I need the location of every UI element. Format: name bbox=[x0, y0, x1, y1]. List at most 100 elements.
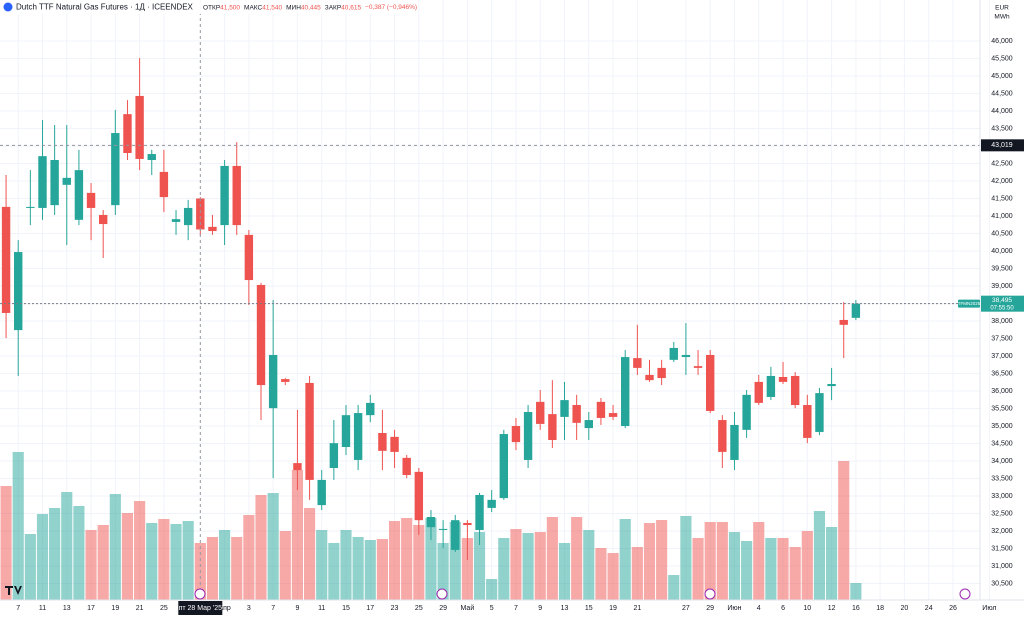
candle-body bbox=[341, 415, 351, 448]
candle-body bbox=[511, 426, 521, 443]
volume-bar bbox=[97, 525, 109, 600]
event-icon[interactable] bbox=[704, 588, 716, 600]
x-tick-label: 29 bbox=[439, 605, 447, 612]
candle-body bbox=[487, 499, 496, 508]
candle-body bbox=[183, 207, 193, 226]
y-tick-label: 37,500 bbox=[991, 335, 1013, 342]
candle-body bbox=[378, 433, 387, 451]
x-tick-label: 23 bbox=[391, 605, 399, 612]
volume-bar bbox=[437, 543, 449, 600]
candle-body bbox=[693, 366, 703, 368]
candle-body bbox=[742, 394, 751, 430]
candle-body bbox=[730, 424, 739, 460]
volume-bar bbox=[571, 517, 583, 600]
candle-body bbox=[657, 367, 666, 379]
y-tick-label: 44,500 bbox=[991, 90, 1013, 97]
volume-bar bbox=[304, 508, 316, 600]
candle-body bbox=[718, 420, 727, 452]
candle-body bbox=[681, 354, 691, 358]
x-tick-label: 6 bbox=[781, 605, 785, 612]
candle-body bbox=[560, 400, 569, 417]
x-tick-label: 4 bbox=[757, 605, 761, 612]
unit: MWh bbox=[994, 14, 1010, 21]
volume-bar bbox=[765, 538, 777, 600]
y-tick-label: 35,000 bbox=[991, 423, 1013, 430]
candle-body bbox=[244, 234, 254, 281]
y-tick-label: 31,000 bbox=[991, 563, 1013, 570]
volume-bar bbox=[534, 532, 546, 600]
candle-body bbox=[220, 165, 229, 226]
y-tick-label: 35,500 bbox=[991, 405, 1013, 412]
y-tick-label: 40,000 bbox=[991, 248, 1013, 255]
candle-body bbox=[778, 377, 788, 382]
volume-bar bbox=[0, 486, 12, 600]
candle-body bbox=[268, 354, 278, 409]
volume-bar bbox=[182, 521, 194, 600]
volume-bar bbox=[510, 529, 522, 600]
y-tick-label: 38,000 bbox=[991, 318, 1013, 325]
candle-body bbox=[426, 517, 436, 528]
candle-body bbox=[353, 413, 363, 460]
y-tick-label: 45,500 bbox=[991, 55, 1013, 62]
ohlc-entry: МАКС41,540 bbox=[244, 4, 282, 11]
volume-bar bbox=[449, 522, 461, 600]
volume-bar bbox=[716, 522, 728, 600]
volume-bar bbox=[170, 524, 182, 600]
x-tick-label: 20 bbox=[901, 605, 909, 612]
x-tick-label: 13 bbox=[561, 605, 569, 612]
volume-bar bbox=[413, 525, 425, 600]
volume-bar bbox=[461, 538, 473, 600]
ohlc-entry: ОТКР41,500 bbox=[203, 4, 240, 11]
candle-body bbox=[766, 375, 776, 397]
candle-body bbox=[390, 436, 399, 452]
volume-bar bbox=[546, 517, 558, 600]
candle-body bbox=[74, 170, 84, 220]
candle-body bbox=[232, 165, 241, 226]
volume-bar bbox=[12, 452, 24, 600]
axes: 46,000 45,500 45,000 44,500 44,000 43,500 43,0… bbox=[16, 38, 1024, 615]
volume-bar bbox=[231, 537, 243, 600]
candle-body bbox=[1, 206, 11, 313]
candle-body bbox=[451, 520, 460, 550]
ohlc-label: ЗАКР bbox=[325, 4, 341, 11]
event-icon[interactable] bbox=[436, 588, 448, 600]
volume-bar bbox=[838, 461, 850, 600]
ohlc-value: 41,540 bbox=[262, 4, 282, 11]
volume-bar bbox=[134, 501, 146, 600]
volume-bar bbox=[728, 532, 741, 600]
ohlc-label: МИН bbox=[286, 4, 301, 11]
ohlc-change: −0,387 (−0,946%) bbox=[365, 4, 417, 11]
volume-bar bbox=[680, 516, 692, 600]
x-tick-label: 12 bbox=[828, 605, 836, 612]
volume-bar bbox=[850, 583, 862, 600]
candle-body bbox=[803, 405, 812, 438]
x-tick-label: 7 bbox=[16, 605, 20, 612]
volume-bar bbox=[753, 522, 765, 600]
volume-bar bbox=[109, 494, 121, 600]
candle-body bbox=[208, 226, 217, 232]
candle-body bbox=[475, 494, 484, 530]
x-tick-label: 7 bbox=[514, 605, 518, 612]
x-tick-label: 19 bbox=[111, 605, 119, 612]
x-tick-label: 16 bbox=[852, 605, 860, 612]
volume-bar bbox=[704, 522, 716, 600]
x-tick-label: 13 bbox=[63, 605, 71, 612]
candle-body bbox=[329, 443, 339, 469]
volume-bar bbox=[401, 518, 413, 600]
event-icon[interactable] bbox=[194, 588, 206, 600]
crosshair-date-box bbox=[178, 601, 223, 615]
volume-bar bbox=[219, 530, 231, 600]
volume-bar bbox=[291, 470, 303, 600]
event-icon[interactable] bbox=[959, 588, 971, 600]
ohlc-label: МАКС bbox=[244, 4, 262, 11]
ohlc-value: 40,445 bbox=[301, 4, 321, 11]
volume-bar bbox=[24, 534, 36, 600]
y-tick-label: 45,000 bbox=[991, 73, 1013, 80]
y-tick-label: 36,500 bbox=[991, 370, 1013, 377]
candle-body bbox=[584, 420, 593, 429]
volume-bar bbox=[777, 538, 789, 600]
x-tick-label: 15 bbox=[342, 605, 350, 612]
candle-body bbox=[463, 522, 472, 526]
candle-body bbox=[402, 457, 411, 476]
candle-body bbox=[633, 358, 642, 368]
